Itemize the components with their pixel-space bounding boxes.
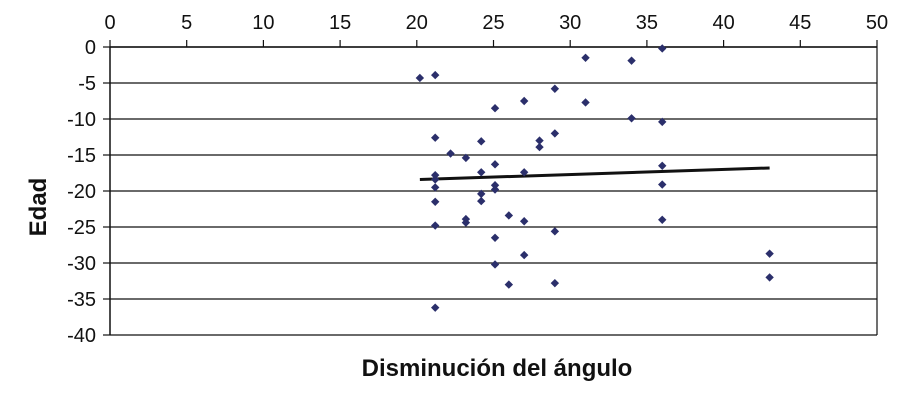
y-tick-label-4: -20 xyxy=(67,181,96,203)
data-point-0-13 xyxy=(477,137,486,146)
trendline-group xyxy=(419,166,770,181)
data-point-0-44 xyxy=(765,249,774,258)
y-tick-label-0: 0 xyxy=(85,37,96,59)
data-point-0-14 xyxy=(477,168,486,177)
data-point-0-40 xyxy=(658,117,667,127)
x-tick-label-5: 25 xyxy=(482,12,504,34)
y-tick-label-8: -40 xyxy=(67,325,96,347)
y-tick-label-6: -30 xyxy=(67,253,96,275)
x-tick-label-7: 35 xyxy=(636,12,658,34)
data-point-0-15 xyxy=(477,189,486,199)
y-tick-label-7: -35 xyxy=(67,289,96,311)
y-tick-labels: 0 -5 -10 -15 -20 -25 -30 -35 -40 xyxy=(67,37,96,347)
data-point-0-45 xyxy=(765,273,774,282)
data-point-0-25 xyxy=(519,96,529,106)
y-tick-label-3: -15 xyxy=(67,145,96,167)
data-point-0-27 xyxy=(519,217,529,226)
data-point-0-12 xyxy=(461,218,471,227)
data-point-0-29 xyxy=(535,136,544,145)
data-point-0-38 xyxy=(627,114,636,123)
x-tick-label-3: 15 xyxy=(329,12,351,34)
x-tick-label-9: 45 xyxy=(789,12,811,34)
data-point-0-23 xyxy=(504,211,514,220)
x-tick-label-10: 50 xyxy=(866,12,888,34)
data-point-0-4 xyxy=(431,170,440,180)
data-points xyxy=(415,44,774,312)
data-point-0-43 xyxy=(658,215,667,224)
x-tick-label-4: 20 xyxy=(406,12,428,34)
data-point-0-9 xyxy=(431,303,440,312)
data-point-0-34 xyxy=(550,278,560,288)
data-point-0-36 xyxy=(581,98,590,107)
y-tick-label-5: -25 xyxy=(67,217,96,239)
data-point-0-30 xyxy=(535,142,544,152)
data-point-0-37 xyxy=(627,56,636,65)
data-point-0-28 xyxy=(519,250,529,260)
data-point-0-3 xyxy=(446,149,455,158)
x-tick-labels: 0 5 10 15 20 25 30 35 40 45 50 xyxy=(104,12,888,34)
x-tick-label-6: 30 xyxy=(559,12,581,34)
data-point-0-21 xyxy=(490,233,500,242)
data-point-0-10 xyxy=(461,153,471,163)
data-point-0-16 xyxy=(477,196,486,206)
y-tick-label-2: -10 xyxy=(67,109,96,131)
x-tick-label-8: 40 xyxy=(712,12,734,34)
data-point-0-17 xyxy=(490,104,500,113)
data-point-0-7 xyxy=(431,197,440,206)
y-tick-label-1: -5 xyxy=(78,73,96,95)
x-tick-label-0: 0 xyxy=(104,12,115,34)
data-point-0-24 xyxy=(504,280,514,289)
data-point-0-6 xyxy=(431,183,440,192)
data-point-0-26 xyxy=(519,168,529,177)
data-point-0-41 xyxy=(658,161,667,170)
data-point-0-22 xyxy=(490,260,500,269)
data-point-0-19 xyxy=(490,181,500,190)
data-point-0-0 xyxy=(415,73,425,83)
trendline xyxy=(419,166,770,181)
data-point-0-32 xyxy=(550,129,560,138)
x-tick-label-2: 10 xyxy=(252,12,274,34)
x-axis-title: Disminución del ángulo xyxy=(362,355,633,382)
data-point-0-20 xyxy=(490,185,500,194)
data-point-0-18 xyxy=(490,160,500,169)
data-point-0-8 xyxy=(431,221,440,230)
axes xyxy=(103,40,878,336)
data-point-0-5 xyxy=(431,175,440,184)
data-point-0-42 xyxy=(658,180,667,189)
data-point-0-39 xyxy=(658,44,667,53)
data-point-0-31 xyxy=(550,84,560,93)
data-point-0-1 xyxy=(431,70,440,80)
x-tick-label-1: 5 xyxy=(181,12,192,34)
y-axis-title: Edad xyxy=(25,178,52,237)
data-point-0-33 xyxy=(550,227,560,236)
data-point-0-2 xyxy=(431,133,440,142)
data-point-0-35 xyxy=(581,53,590,62)
